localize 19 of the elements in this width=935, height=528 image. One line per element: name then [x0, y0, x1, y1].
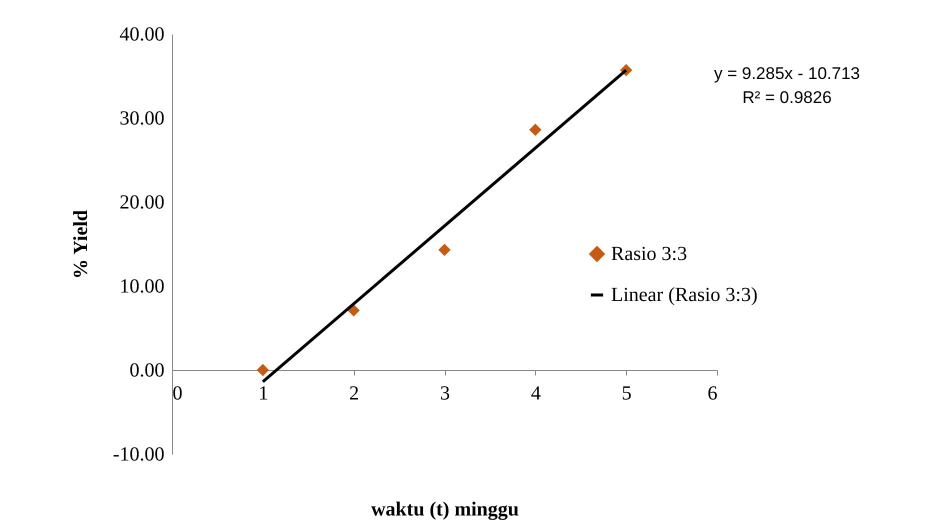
y-tick-label: -10.00	[112, 444, 164, 466]
annotation: y = 9.285x - 10.713	[714, 64, 860, 83]
y-tick-label: 30.00	[120, 108, 164, 130]
y-tick-label: 20.00	[120, 192, 164, 214]
x-tick-label: 0	[172, 382, 182, 404]
x-tick-label: 6	[708, 382, 718, 404]
text: R² = 0.9826	[742, 88, 832, 107]
x-tick-label: 4	[530, 382, 541, 404]
x-tick-label: 2	[349, 382, 360, 404]
x-tick-label: 3	[440, 382, 450, 404]
y-tick-label: 0.00	[130, 360, 164, 382]
y-axis-title: % Yield	[70, 210, 92, 280]
y-tick-label: 40.00	[120, 24, 164, 46]
x-tick-label: 5	[622, 382, 632, 404]
legend-label: Linear (Rasio 3:3)	[611, 284, 758, 306]
legend-label: Rasio 3:3	[611, 243, 688, 265]
y-tick-label: 10.00	[120, 276, 164, 298]
x-tick-label: 1	[258, 382, 268, 404]
x-axis-title: waktu (t) minggu	[371, 498, 519, 520]
